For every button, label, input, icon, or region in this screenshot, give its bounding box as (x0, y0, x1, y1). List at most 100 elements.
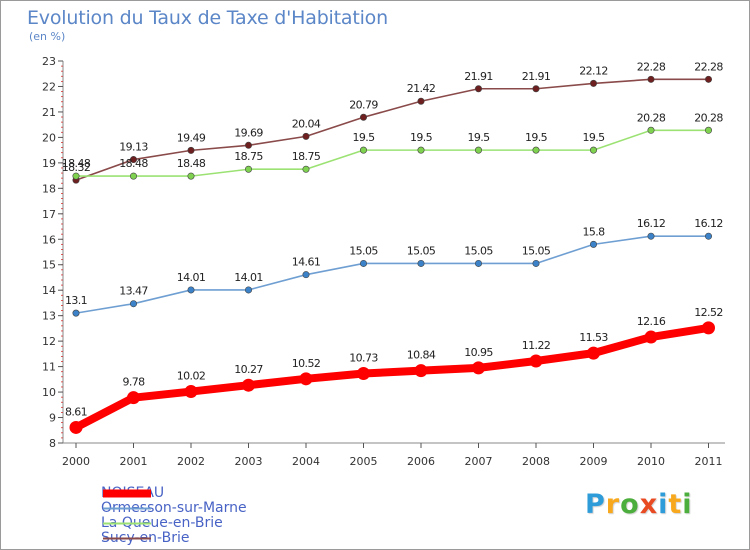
data-point (359, 113, 367, 121)
legend-item-ormesson-sur-marne: Ormesson-sur-Marne (101, 501, 361, 516)
legend-item-la-queue-en-brie: La Queue-en-Brie (101, 516, 361, 531)
data-point (704, 232, 712, 240)
data-label: 16.12 (694, 217, 723, 230)
proxiti-logo: Proxiti (585, 489, 693, 520)
series-sucy-en-brie: 18.32 19.13 19.49 19.69 20.04 20.79 21.42 21.91… (62, 60, 724, 184)
y-tick-label: 22 (42, 80, 56, 93)
data-point (302, 271, 310, 279)
data-point (242, 378, 255, 392)
data-label: 19.5 (582, 131, 605, 144)
data-label: 10.95 (464, 346, 493, 359)
data-point (187, 172, 195, 180)
data-label: 15.05 (464, 244, 493, 257)
legend-swatch-noiseau (103, 489, 151, 498)
data-label: 18.75 (292, 150, 321, 163)
y-tick-label: 23 (42, 55, 56, 68)
y-tick-label: 10 (42, 386, 56, 399)
data-label: 10.02 (177, 370, 206, 383)
data-point (414, 364, 428, 378)
data-point (184, 385, 198, 399)
y-tick-label: 16 (42, 233, 56, 246)
data-point (359, 259, 367, 267)
x-tick-label: 2010 (637, 455, 665, 468)
x-tick-label: 2004 (292, 455, 320, 468)
data-label: 20.28 (694, 111, 723, 124)
data-label: 18.48 (119, 157, 148, 170)
data-label: 21.91 (522, 70, 551, 83)
logo-letter-x: x (639, 489, 659, 520)
data-point (529, 354, 543, 368)
data-point (417, 259, 425, 267)
data-label: 18.48 (177, 157, 206, 170)
data-point (647, 232, 655, 240)
data-point (472, 361, 485, 375)
data-point (647, 75, 655, 83)
data-label: 21.42 (407, 82, 436, 95)
series-ormesson-sur-marne: 13.1 13.47 14.01 14.01 14.61 15.05 15.05 15.05 1… (65, 217, 723, 317)
data-label: 12.52 (694, 306, 723, 319)
data-label: 20.28 (637, 111, 666, 124)
data-label: 15.8 (582, 225, 605, 238)
x-tick-label: 2006 (407, 455, 435, 468)
chart-title: Evolution du Taux de Taxe d'Habitation (27, 7, 388, 29)
data-point (704, 75, 712, 83)
data-label: 14.01 (234, 271, 263, 284)
legend-swatch-la-queue-en-brie (103, 522, 151, 525)
y-tick-label: 19 (42, 157, 56, 170)
logo-letter-i: i (658, 489, 669, 520)
series-line (75, 78, 710, 181)
x-tick-label: 2007 (465, 455, 493, 468)
data-label: 10.73 (349, 351, 378, 364)
data-point (130, 300, 138, 308)
data-label: 16.12 (637, 217, 666, 230)
x-tick-label: 2001 (120, 455, 148, 468)
data-label: 12.16 (637, 315, 666, 328)
data-label: 10.52 (292, 357, 321, 370)
data-point (589, 79, 597, 87)
data-point (187, 146, 195, 154)
data-point (702, 321, 715, 335)
data-point (187, 286, 195, 294)
data-label: 13.47 (119, 285, 148, 298)
data-point (130, 156, 138, 164)
data-label: 19.5 (410, 131, 433, 144)
data-point (532, 259, 540, 267)
y-tick-label: 15 (42, 259, 56, 272)
x-tick-label: 2011 (695, 455, 723, 468)
data-label: 18.32 (62, 161, 91, 174)
y-tick-label: 13 (42, 310, 56, 323)
data-label: 19.5 (352, 131, 375, 144)
series-noiseau: 8.61 9.78 10.02 10.27 10.52 10.73 10.84 10.95 11… (65, 306, 723, 434)
data-point (589, 240, 597, 248)
data-point (245, 141, 253, 149)
data-point (587, 346, 600, 360)
data-label: 19.69 (234, 126, 263, 139)
data-point (417, 97, 425, 105)
data-point (302, 132, 310, 140)
data-point (704, 126, 712, 134)
data-label: 18.48 (62, 157, 91, 170)
data-label: 21.91 (464, 70, 493, 83)
data-label: 19.49 (177, 131, 206, 144)
y-tick-label: 17 (42, 208, 56, 221)
data-point (359, 146, 367, 154)
series-line (75, 235, 710, 314)
x-tick-label: 2005 (350, 455, 378, 468)
data-label: 14.01 (177, 271, 206, 284)
data-label: 19.13 (119, 141, 148, 154)
data-label: 10.27 (234, 363, 263, 376)
data-label: 11.22 (522, 339, 551, 352)
data-point (417, 146, 425, 154)
y-tick-label: 21 (42, 106, 56, 119)
data-label: 13.1 (65, 294, 87, 307)
data-label: 15.05 (522, 244, 551, 257)
data-label: 19.5 (525, 131, 548, 144)
data-label: 18.75 (234, 150, 263, 163)
data-point (357, 366, 370, 380)
logo-letter-o: o (620, 489, 640, 520)
x-tick-label: 2003 (235, 455, 263, 468)
y-tick-label: 18 (42, 182, 56, 195)
data-label: 15.05 (407, 244, 436, 257)
data-point (647, 126, 655, 134)
